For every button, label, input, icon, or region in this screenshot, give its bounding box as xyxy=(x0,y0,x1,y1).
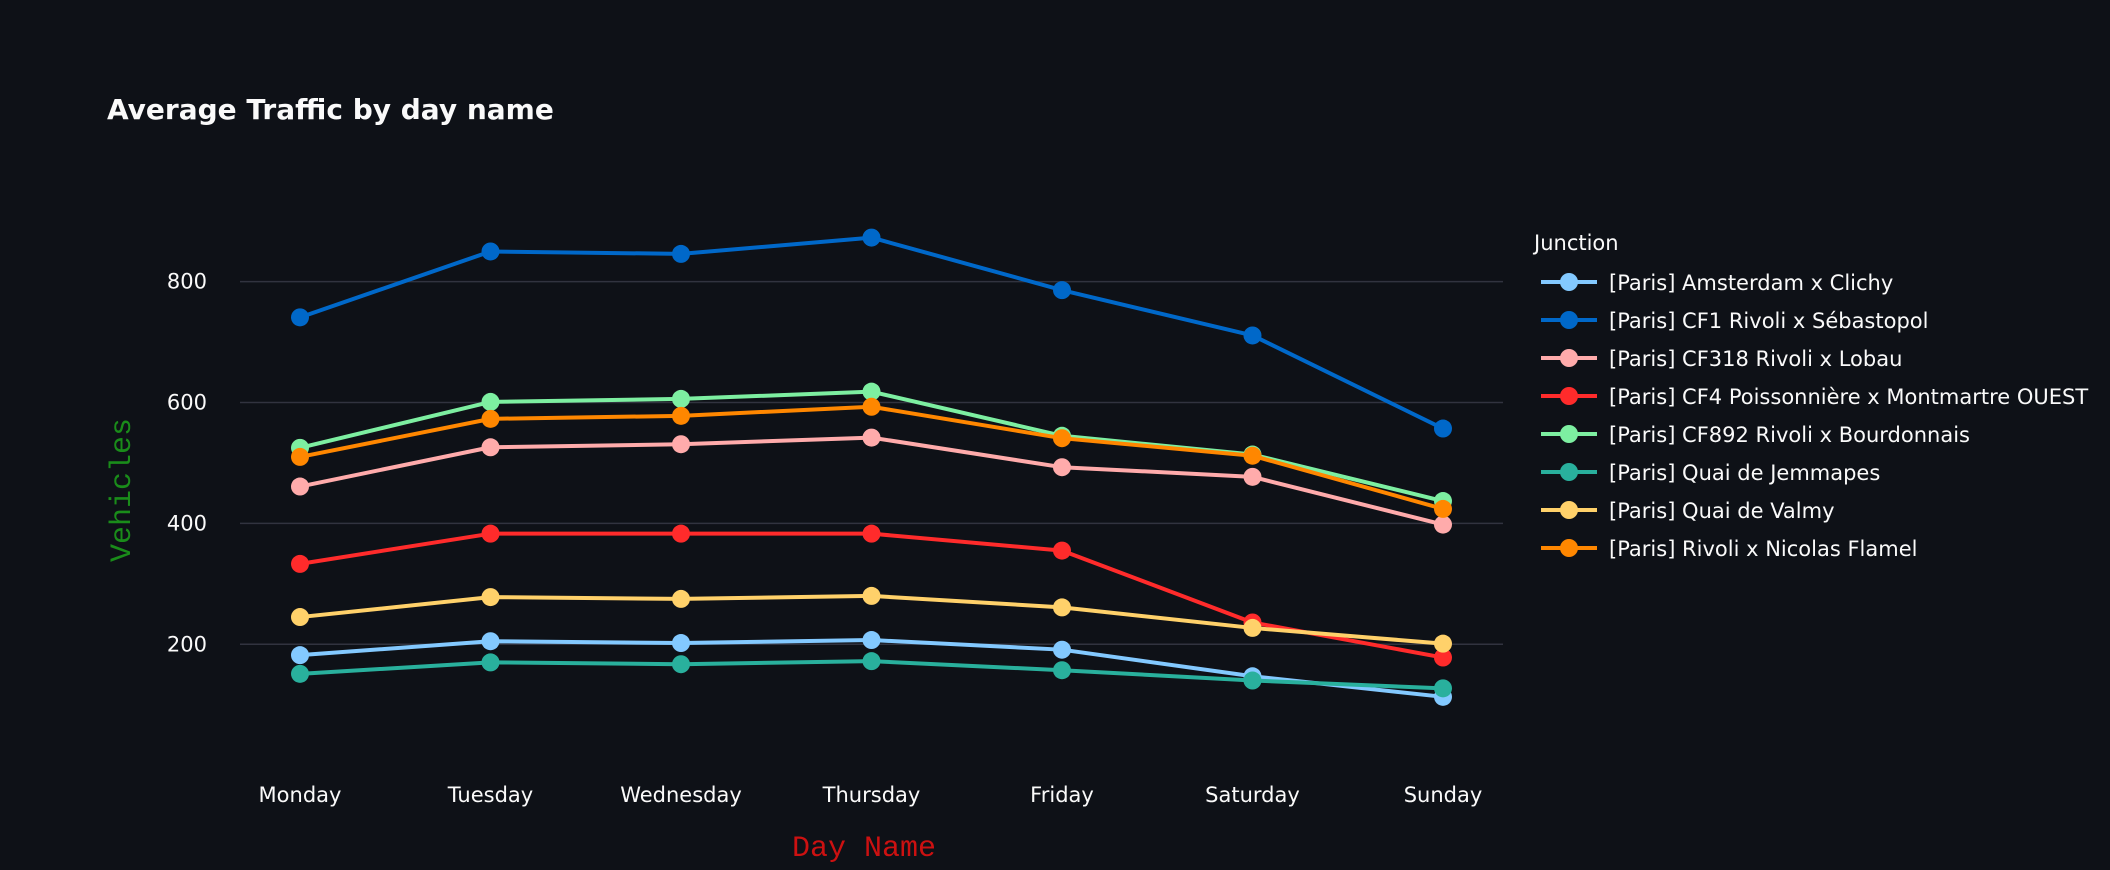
legend-point-marker xyxy=(1560,273,1578,291)
data-point[interactable] xyxy=(482,632,500,650)
data-point[interactable] xyxy=(482,653,500,671)
data-point[interactable] xyxy=(672,655,690,673)
data-point[interactable] xyxy=(672,634,690,652)
data-point[interactable] xyxy=(672,407,690,425)
legend-item[interactable]: [Paris] Quai de Jemmapes xyxy=(1541,461,1880,485)
data-point[interactable] xyxy=(1053,429,1071,447)
series-group xyxy=(291,229,1452,706)
legend-label: [Paris] Quai de Valmy xyxy=(1609,499,1835,523)
y-tick-label: 400 xyxy=(167,511,207,535)
x-tick-label: Monday xyxy=(259,783,342,807)
legend-item[interactable]: [Paris] Amsterdam x Clichy xyxy=(1541,271,1893,295)
data-point[interactable] xyxy=(291,478,309,496)
data-point[interactable] xyxy=(291,308,309,326)
data-point[interactable] xyxy=(1434,679,1452,697)
data-point[interactable] xyxy=(863,587,881,605)
data-point[interactable] xyxy=(1244,326,1262,344)
data-point[interactable] xyxy=(863,652,881,670)
series-3 xyxy=(291,429,1452,534)
legend-label: [Paris] Amsterdam x Clichy xyxy=(1609,271,1893,295)
data-point[interactable] xyxy=(1244,619,1262,637)
x-tick-label: Friday xyxy=(1030,783,1094,807)
data-point[interactable] xyxy=(482,525,500,543)
legend-label: [Paris] CF1 Rivoli x Sébastopol xyxy=(1609,309,1928,333)
y-axis-ticks: 200 400 600 800 xyxy=(167,270,207,657)
y-tick-label: 800 xyxy=(167,270,207,294)
chart-title: Average Traffic by day name xyxy=(107,93,554,126)
legend-point-marker xyxy=(1560,387,1578,405)
data-point[interactable] xyxy=(863,631,881,649)
data-point[interactable] xyxy=(291,646,309,664)
x-axis-ticks: Monday Tuesday Wednesday Thursday Friday Satu… xyxy=(259,783,1483,807)
legend-label: [Paris] Quai de Jemmapes xyxy=(1609,461,1880,485)
data-point[interactable] xyxy=(291,608,309,626)
data-point[interactable] xyxy=(863,525,881,543)
legend-point-marker xyxy=(1560,539,1578,557)
legend-point-marker xyxy=(1560,349,1578,367)
data-point[interactable] xyxy=(482,393,500,411)
data-point[interactable] xyxy=(863,229,881,247)
data-point[interactable] xyxy=(291,448,309,466)
legend-item[interactable]: [Paris] CF892 Rivoli x Bourdonnais xyxy=(1541,423,1970,447)
data-point[interactable] xyxy=(291,665,309,683)
legend-point-marker xyxy=(1560,501,1578,519)
legend-point-marker xyxy=(1560,463,1578,481)
data-point[interactable] xyxy=(482,588,500,606)
legend-label: [Paris] CF892 Rivoli x Bourdonnais xyxy=(1609,423,1970,447)
data-point[interactable] xyxy=(1434,516,1452,534)
legend-title: Junction xyxy=(1532,231,1619,255)
legend-point-marker xyxy=(1560,425,1578,443)
legend-label: [Paris] Rivoli x Nicolas Flamel xyxy=(1609,537,1917,561)
legend-label: [Paris] CF318 Rivoli x Lobau xyxy=(1609,347,1902,371)
x-tick-label: Thursday xyxy=(822,783,921,807)
legend-item[interactable]: [Paris] CF318 Rivoli x Lobau xyxy=(1541,347,1902,371)
legend: Junction [Paris] Amsterdam x Clichy [Pari… xyxy=(1532,231,2088,561)
x-tick-label: Wednesday xyxy=(620,783,742,807)
data-point[interactable] xyxy=(863,398,881,416)
data-point[interactable] xyxy=(482,438,500,456)
data-point[interactable] xyxy=(672,435,690,453)
data-point[interactable] xyxy=(482,410,500,428)
data-point[interactable] xyxy=(672,390,690,408)
legend-item[interactable]: [Paris] Quai de Valmy xyxy=(1541,499,1835,523)
legend-point-marker xyxy=(1560,311,1578,329)
data-point[interactable] xyxy=(672,590,690,608)
legend-item[interactable]: [Paris] CF4 Poissonnière x Montmartre OU… xyxy=(1541,385,2088,409)
data-point[interactable] xyxy=(672,525,690,543)
series-8 xyxy=(291,398,1452,518)
data-point[interactable] xyxy=(1434,635,1452,653)
data-point[interactable] xyxy=(1053,458,1071,476)
data-point[interactable] xyxy=(1434,500,1452,518)
data-point[interactable] xyxy=(1244,672,1262,690)
data-point[interactable] xyxy=(1053,598,1071,616)
data-point[interactable] xyxy=(863,429,881,447)
data-point[interactable] xyxy=(482,242,500,260)
data-point[interactable] xyxy=(1244,468,1262,486)
data-point[interactable] xyxy=(1053,281,1071,299)
data-point[interactable] xyxy=(1053,641,1071,659)
y-tick-label: 600 xyxy=(167,391,207,415)
data-point[interactable] xyxy=(1053,542,1071,560)
data-point[interactable] xyxy=(672,245,690,263)
x-tick-label: Saturday xyxy=(1205,783,1300,807)
data-point[interactable] xyxy=(291,555,309,573)
legend-item[interactable]: [Paris] Rivoli x Nicolas Flamel xyxy=(1541,537,1917,561)
legend-label: [Paris] CF4 Poissonnière x Montmartre OU… xyxy=(1609,385,2088,409)
series-6 xyxy=(291,652,1452,697)
data-point[interactable] xyxy=(1434,420,1452,438)
x-tick-label: Tuesday xyxy=(447,783,533,807)
y-tick-label: 200 xyxy=(167,632,207,656)
x-axis-label: Day Name xyxy=(792,832,936,866)
legend-item[interactable]: [Paris] CF1 Rivoli x Sébastopol xyxy=(1541,309,1928,333)
series-line xyxy=(300,438,1443,525)
x-tick-label: Sunday xyxy=(1404,783,1483,807)
data-point[interactable] xyxy=(1244,447,1262,465)
data-point[interactable] xyxy=(1053,661,1071,679)
y-axis-label: Vehicles xyxy=(106,418,140,562)
